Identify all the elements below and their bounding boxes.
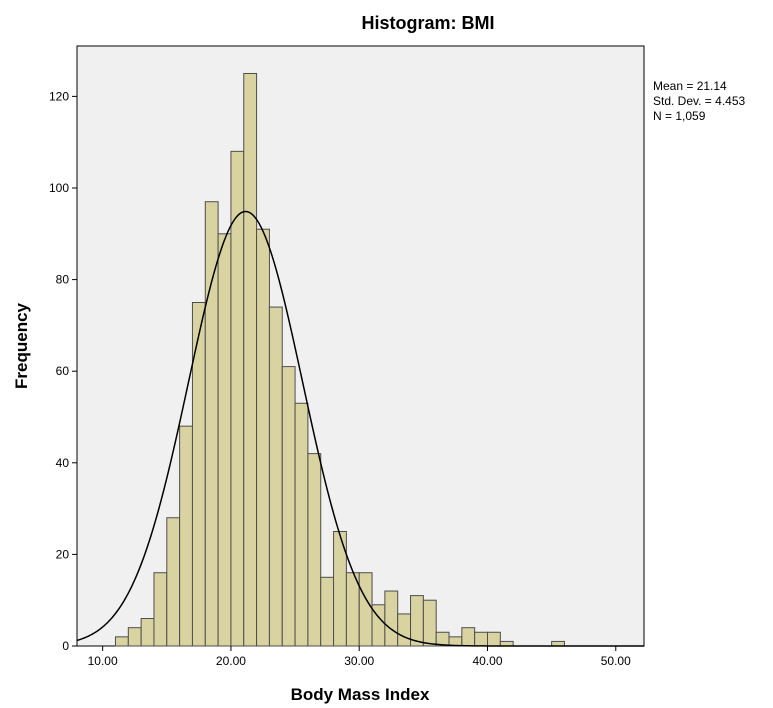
y-tick-label-5: 100 xyxy=(49,181,69,195)
histogram-bar-8 xyxy=(217,233,232,647)
histogram-bar-1 xyxy=(127,627,142,647)
chart-title: Histogram: BMI xyxy=(361,13,494,33)
x-tick-label-2: 30.00 xyxy=(344,654,374,668)
x-tick-label-0: 10.00 xyxy=(88,654,118,668)
plot-area xyxy=(76,45,645,647)
x-tick-labels: 10.00 20.00 30.00 40.00 50.00 xyxy=(88,654,631,668)
normal-curve xyxy=(76,210,644,647)
stat-std-dev: Std. Dev. = 4.453 xyxy=(653,94,745,108)
bars-group xyxy=(114,72,565,647)
histogram-bar-28 xyxy=(474,631,489,647)
histogram-bar-29 xyxy=(487,631,501,647)
y-axis-title: Frequency xyxy=(12,302,31,389)
histogram-bar-21 xyxy=(384,590,399,647)
histogram-bar-24 xyxy=(422,599,437,647)
y-tick-labels: 0 20 40 60 80 100 120 xyxy=(49,89,69,653)
x-axis-title: Body Mass Index xyxy=(291,685,430,704)
y-tick-label-2: 40 xyxy=(56,456,70,470)
histogram-bar-10 xyxy=(243,72,258,647)
histogram-bar-0 xyxy=(114,636,129,647)
histogram-bar-19 xyxy=(358,572,373,647)
histogram-bar-7 xyxy=(204,201,219,647)
y-tick-label-4: 80 xyxy=(56,273,70,287)
y-tick-label-0: 0 xyxy=(62,639,69,653)
x-tick-label-4: 50.00 xyxy=(601,654,631,668)
y-tick-label-6: 120 xyxy=(49,89,69,103)
y-tick-label-3: 60 xyxy=(56,364,70,378)
histogram-bar-16 xyxy=(320,576,335,647)
stat-n: N = 1,059 xyxy=(653,109,706,123)
histogram-bar-15 xyxy=(307,453,322,647)
histogram-bar-13 xyxy=(281,366,296,647)
x-tick-label-1: 20.00 xyxy=(216,654,246,668)
histogram-bar-22 xyxy=(397,613,412,647)
histogram-bar-9 xyxy=(230,150,245,647)
histogram-bar-12 xyxy=(268,306,283,647)
histogram-bar-2 xyxy=(140,618,155,647)
histogram-bar-18 xyxy=(345,572,360,647)
histogram-bar-14 xyxy=(294,402,309,647)
axes-group xyxy=(72,95,617,651)
histogram-bar-27 xyxy=(461,627,476,647)
y-tick-label-1: 20 xyxy=(56,547,70,561)
histogram-bar-3 xyxy=(153,572,168,647)
histogram-bar-11 xyxy=(256,228,270,647)
x-tick-label-3: 40.00 xyxy=(472,654,502,668)
histogram-bar-5 xyxy=(179,425,193,647)
histogram-bar-23 xyxy=(410,595,424,647)
statistics-box: Mean = 21.14 Std. Dev. = 4.453 N = 1,059 xyxy=(653,79,745,123)
histogram-bar-4 xyxy=(166,517,181,647)
stat-mean: Mean = 21.14 xyxy=(653,79,727,93)
